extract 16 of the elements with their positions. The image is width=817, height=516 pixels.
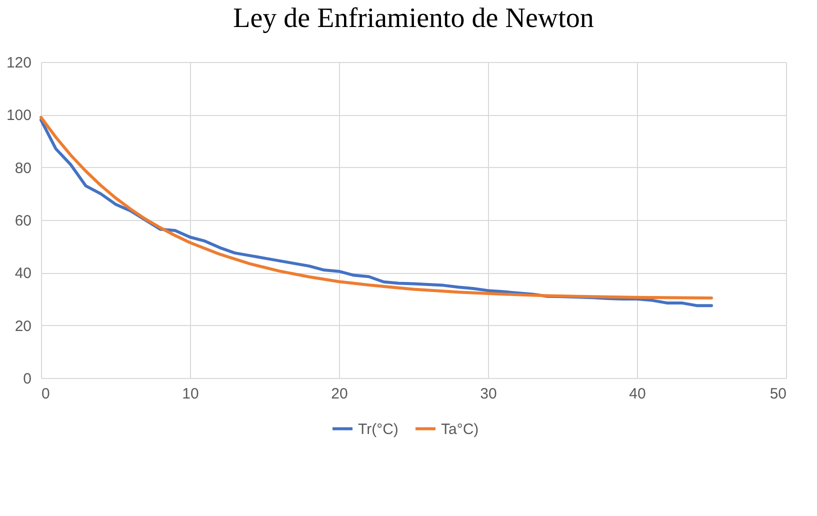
y-tick-label: 100 — [6, 107, 32, 124]
legend-label: Ta°C) — [441, 420, 479, 438]
x-tick-label: 50 — [770, 386, 786, 402]
x-tick-label: 30 — [480, 386, 497, 402]
x-tick-label: 40 — [629, 386, 646, 402]
y-tick-label: 0 — [23, 370, 32, 388]
y-tick-label: 80 — [14, 160, 32, 177]
y-tick-label: 40 — [14, 265, 32, 282]
x-tick-label: 20 — [331, 386, 348, 402]
x-tick-label: 10 — [182, 386, 199, 402]
chart-title: Ley de Enfriamiento de Newton — [233, 3, 594, 34]
y-tick-label: 20 — [14, 318, 32, 335]
y-tick-label: 60 — [14, 212, 32, 230]
legend-label: Tr(°C) — [358, 420, 398, 438]
x-tick-label: 0 — [42, 386, 50, 402]
y-tick-label: 120 — [6, 54, 32, 72]
